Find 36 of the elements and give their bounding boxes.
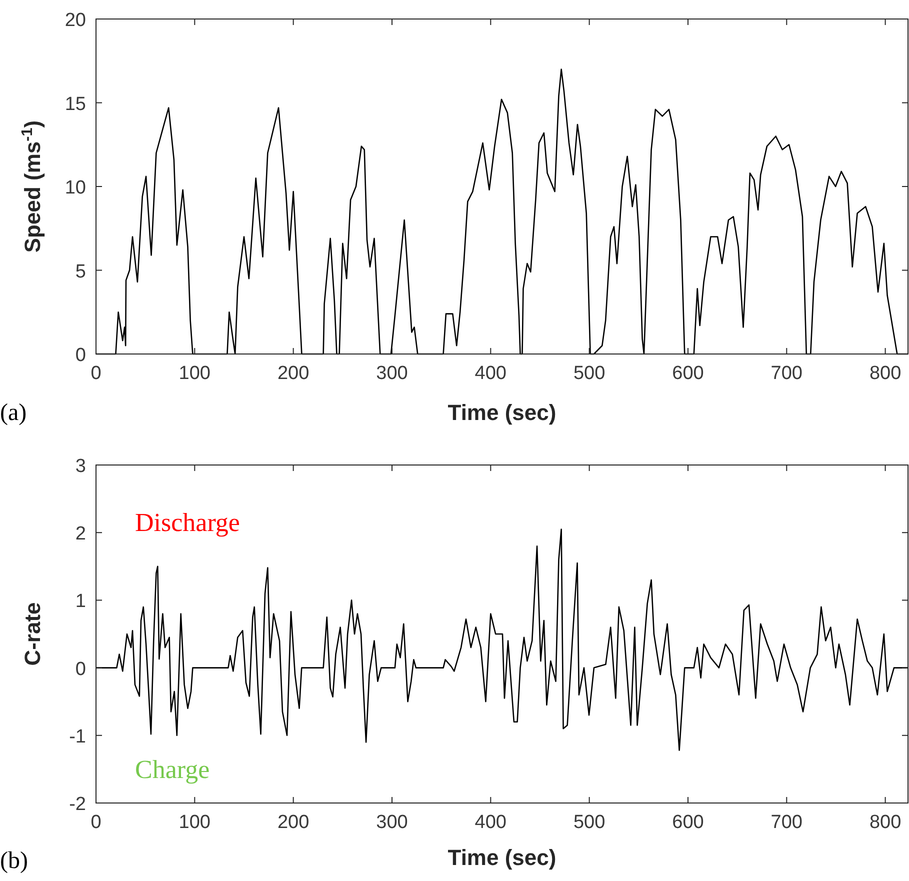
y-tick-label: 0 bbox=[75, 658, 86, 680]
x-tick-label: 800 bbox=[869, 812, 902, 833]
text: (a) bbox=[0, 400, 27, 426]
y-tick-label: 2 bbox=[75, 524, 86, 545]
y-tick-label: -1 bbox=[69, 726, 86, 748]
y-tick-label: 20 bbox=[64, 10, 86, 31]
x-tick-label: 0 bbox=[90, 812, 102, 833]
y-tick-label: 0 bbox=[75, 345, 86, 366]
x-tick-label: 300 bbox=[376, 812, 408, 833]
x-tick-label: 600 bbox=[672, 812, 704, 833]
x-tick-label: 500 bbox=[573, 812, 606, 833]
annotation: Discharge bbox=[135, 508, 240, 537]
x-tick-label: 0 bbox=[90, 363, 102, 384]
x-tick-label: 500 bbox=[573, 363, 606, 384]
y-tick-label: 5 bbox=[75, 261, 86, 282]
x-tick-label: 700 bbox=[770, 363, 802, 384]
y-tick-label: -2 bbox=[69, 794, 86, 815]
x-tick-label: 400 bbox=[474, 812, 507, 833]
x-tick-label: 400 bbox=[474, 363, 507, 384]
y-tick-label: 15 bbox=[64, 94, 86, 115]
y-tick-label: 3 bbox=[75, 456, 86, 477]
x-tick-label: 300 bbox=[376, 363, 408, 384]
x-tick-label: 800 bbox=[869, 363, 902, 384]
y-tick-label: 1 bbox=[75, 591, 86, 612]
y-tick-label: 10 bbox=[64, 178, 86, 198]
x-tick-label: 100 bbox=[178, 363, 211, 384]
x-tick-label: 700 bbox=[770, 812, 802, 833]
x-axis-title: Time (sec) bbox=[448, 400, 556, 425]
x-tick-label: 100 bbox=[178, 812, 211, 833]
y-axis-title: C-rate bbox=[20, 602, 45, 666]
x-tick-label: 200 bbox=[277, 363, 310, 384]
annotation: Charge bbox=[135, 755, 210, 784]
text: (b) bbox=[0, 848, 28, 874]
x-axis-title: Time (sec) bbox=[448, 845, 556, 870]
x-tick-label: 600 bbox=[672, 363, 704, 384]
x-tick-label: 200 bbox=[277, 812, 310, 833]
